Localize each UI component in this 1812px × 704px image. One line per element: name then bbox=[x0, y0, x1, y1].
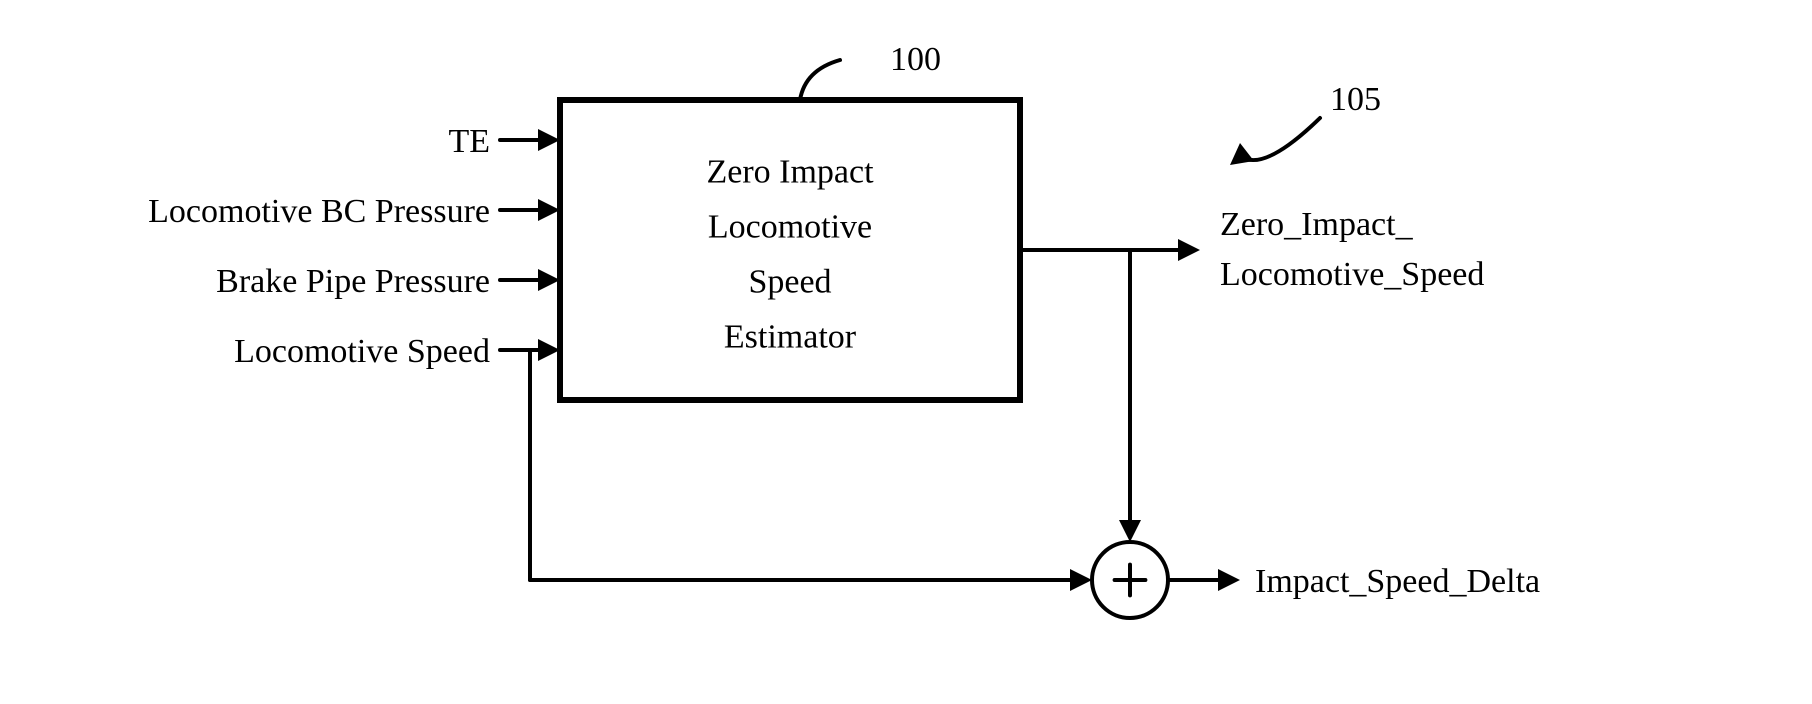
estimator-block-label: Estimator bbox=[724, 319, 857, 356]
input-label: Locomotive BC Pressure bbox=[148, 193, 490, 230]
connector-line bbox=[800, 60, 840, 100]
arrowhead-icon bbox=[1119, 520, 1141, 542]
callout-105: 105 bbox=[1330, 81, 1381, 118]
arrowhead-icon bbox=[1178, 239, 1200, 261]
output-zero-impact-speed: Locomotive_Speed bbox=[1220, 256, 1484, 293]
input-label: Locomotive Speed bbox=[234, 333, 490, 370]
callout-100: 100 bbox=[890, 41, 941, 78]
output-impact-speed-delta: Impact_Speed_Delta bbox=[1255, 563, 1540, 600]
arrowhead-icon bbox=[538, 269, 560, 291]
estimator-block-label: Zero Impact bbox=[706, 154, 874, 191]
connector-line bbox=[1242, 118, 1320, 160]
arrowhead-icon bbox=[538, 199, 560, 221]
input-label: Brake Pipe Pressure bbox=[216, 263, 490, 300]
estimator-block-label: Locomotive bbox=[708, 209, 872, 246]
arrowhead-icon bbox=[1218, 569, 1240, 591]
input-label: TE bbox=[448, 123, 490, 160]
output-zero-impact-speed: Zero_Impact_ bbox=[1220, 206, 1414, 243]
arrowhead-icon bbox=[1070, 569, 1092, 591]
arrowhead-icon bbox=[538, 339, 560, 361]
estimator-block-label: Speed bbox=[748, 264, 831, 301]
arrowhead-icon bbox=[538, 129, 560, 151]
